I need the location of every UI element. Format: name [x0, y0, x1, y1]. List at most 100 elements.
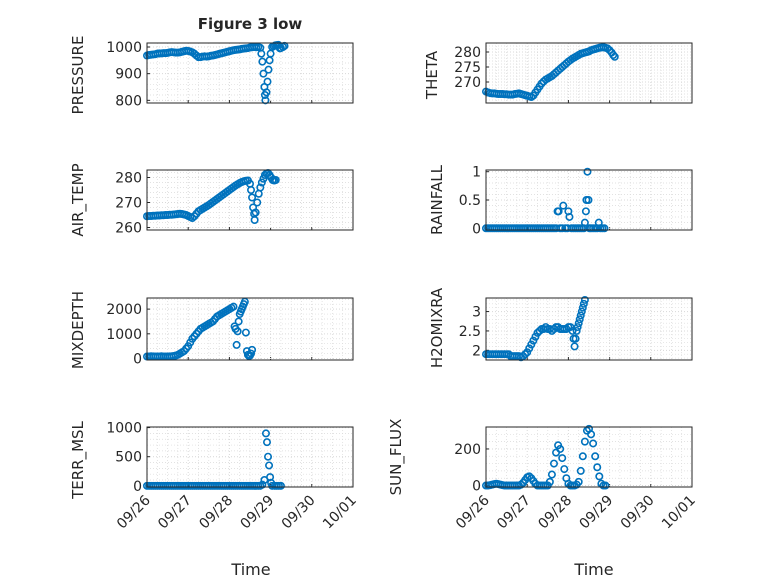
x-axis-label-right: Time — [573, 560, 613, 579]
data-point — [517, 480, 526, 489]
y-tick-label: 1000 — [106, 40, 142, 56]
data-point — [545, 477, 554, 486]
y-tick-label: 1000 — [106, 421, 142, 437]
data-point — [250, 216, 259, 225]
x-tick-label: 09/29 — [238, 493, 278, 533]
y-tick-label: 2000 — [106, 302, 142, 318]
data-point — [233, 327, 242, 336]
data-point — [259, 69, 268, 78]
data-point — [591, 452, 600, 461]
data-point — [576, 466, 585, 475]
y-tick-label: 280 — [454, 45, 481, 61]
data-point — [262, 88, 271, 97]
data-point — [529, 336, 538, 345]
plot-border — [485, 426, 693, 488]
plot-border — [146, 297, 354, 361]
data-point — [554, 207, 563, 216]
data-point — [264, 452, 273, 461]
data-point — [579, 299, 588, 308]
data-point — [589, 439, 598, 448]
data-point — [603, 44, 612, 53]
panel-h2omixra: 22.53 — [459, 295, 693, 362]
x-tick-label: 09/28 — [196, 493, 236, 533]
y-tick-label: 0 — [133, 479, 142, 495]
data-point — [247, 349, 256, 358]
data-point — [572, 326, 581, 335]
data-point — [257, 49, 266, 58]
panel-terr_msl: 0 500 1000 09/26 09/27 09/28 09/29 09/30 10/01 — [106, 421, 359, 533]
data-point — [188, 214, 197, 223]
data-point — [248, 193, 257, 202]
data-point — [601, 481, 610, 490]
data-point — [560, 465, 569, 474]
data-point — [593, 463, 602, 472]
data-point — [525, 472, 534, 481]
data-point — [264, 65, 273, 74]
ylabel-sun-flux: SUN_FLUX — [387, 419, 406, 496]
data-point — [610, 52, 619, 61]
data-point — [276, 481, 285, 490]
data-point — [581, 207, 590, 216]
panel-rainfall: 00.51 — [459, 165, 693, 237]
panel-mixdepth: 0 1000 2000 — [106, 297, 354, 368]
data-point — [578, 303, 587, 312]
ylabel-pressure: PRESSURE — [69, 36, 87, 115]
data-point — [261, 96, 270, 105]
data-point — [256, 183, 265, 192]
data-point — [559, 201, 568, 210]
data-point — [241, 328, 250, 337]
data-point — [541, 323, 550, 332]
data-point — [580, 437, 589, 446]
y-tick-label: 270 — [115, 196, 142, 212]
data-point — [265, 461, 274, 470]
data-point — [525, 344, 534, 353]
data-point — [558, 454, 567, 463]
ylabel-h2omixra: H2OMIXRA — [428, 287, 446, 368]
plot-border — [146, 169, 354, 231]
y-tick-label: 1 — [472, 165, 481, 181]
data-point — [240, 297, 249, 306]
panel-air_temp: 260 270 280 — [115, 169, 354, 237]
y-tick-label: 800 — [115, 93, 142, 109]
y-tick-label: 0 — [472, 221, 481, 237]
data-point — [576, 311, 585, 320]
y-tick-label: 0.5 — [459, 193, 481, 209]
ylabel-air-temp: AIR_TEMP — [69, 163, 88, 236]
data-point — [258, 480, 267, 489]
data-point — [271, 176, 280, 185]
data-point — [523, 348, 532, 357]
data-point — [600, 224, 609, 233]
data-point — [575, 315, 584, 324]
plot-border — [485, 42, 693, 104]
data-point — [565, 212, 574, 221]
x-tick-label: 09/26 — [453, 492, 493, 532]
data-point — [248, 345, 257, 354]
y-tick-label: 2.5 — [459, 324, 481, 340]
data-point — [257, 178, 266, 187]
data-point — [251, 208, 260, 217]
x-tick-label: 09/28 — [535, 493, 575, 533]
y-tick-label: 260 — [115, 221, 142, 237]
data-point — [574, 319, 583, 328]
y-tick-label: 3 — [472, 305, 481, 321]
data-point — [247, 186, 256, 195]
x-tick-label: 09/27 — [155, 493, 195, 533]
panel-sun_flux: 0 200 09/26 09/27 09/28 09/29 09/30 10/01 — [453, 424, 699, 533]
data-point — [232, 340, 241, 349]
plot-border — [146, 42, 354, 104]
ylabel-mixdepth: MIXDEPTH — [69, 291, 87, 369]
data-point — [566, 323, 575, 332]
x-axis-label-left: Time — [230, 560, 270, 579]
data-point — [580, 218, 589, 227]
x-tick-label: 09/27 — [494, 493, 534, 533]
data-point — [263, 77, 272, 86]
ylabel-rainfall: RAINFALL — [428, 164, 446, 235]
data-point — [531, 332, 540, 341]
ylabel-terr-msl: TERR_MSL — [69, 420, 88, 499]
data-point — [568, 326, 577, 335]
panels-group: 800900100027027528026027028000.510100020… — [106, 40, 698, 532]
data-point — [558, 224, 567, 233]
ylabel-theta: THETA — [423, 50, 441, 100]
data-point — [595, 472, 604, 481]
